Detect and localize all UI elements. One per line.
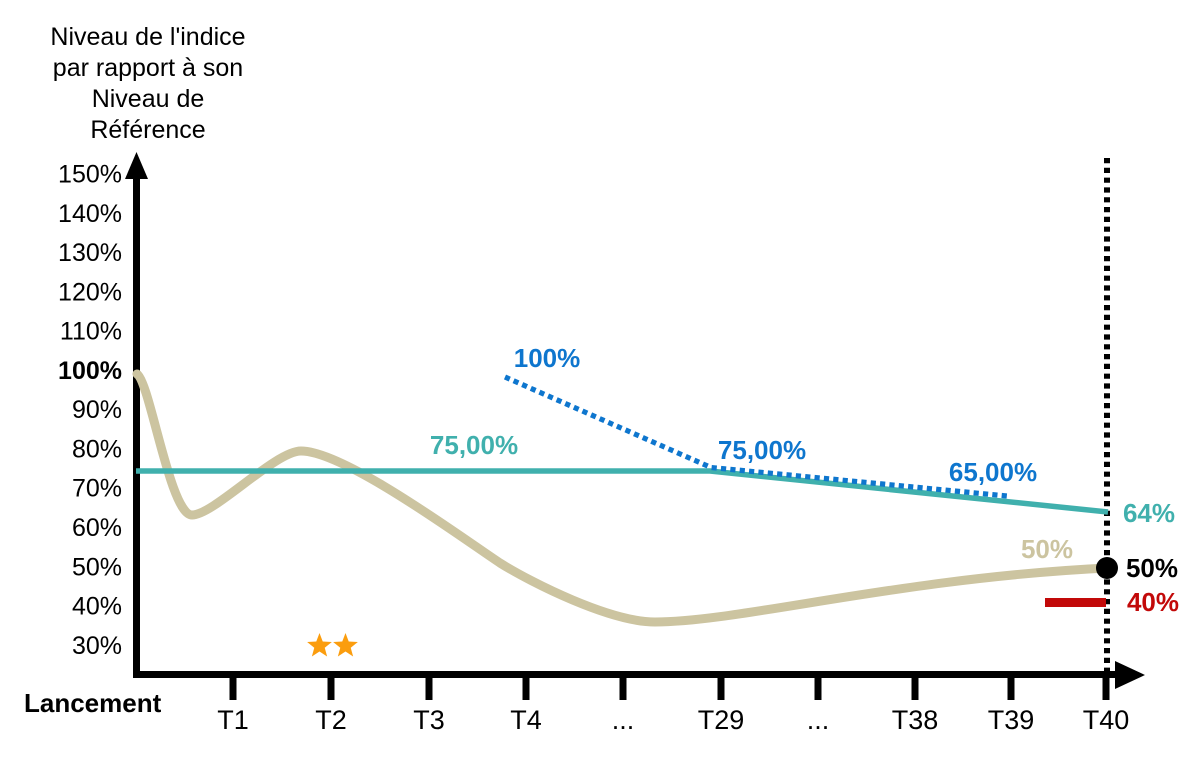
- svg-text:T2: T2: [315, 705, 347, 735]
- svg-text:T40: T40: [1083, 705, 1130, 735]
- svg-text:120%: 120%: [58, 278, 122, 306]
- svg-text:100%: 100%: [58, 357, 122, 385]
- svg-text:...: ...: [807, 705, 830, 735]
- svg-text:110%: 110%: [60, 318, 122, 346]
- svg-text:50%: 50%: [1126, 553, 1178, 583]
- svg-text:T39: T39: [988, 705, 1035, 735]
- svg-text:64%: 64%: [1123, 498, 1175, 528]
- svg-text:50%: 50%: [1021, 534, 1073, 564]
- svg-text:Lancement: Lancement: [24, 688, 162, 718]
- svg-text:T29: T29: [698, 705, 745, 735]
- svg-text:70%: 70%: [72, 475, 122, 503]
- svg-text:Niveau de: Niveau de: [92, 85, 205, 113]
- svg-text:75,00%: 75,00%: [718, 435, 806, 465]
- svg-text:T3: T3: [413, 705, 445, 735]
- svg-text:Niveau de l'indice: Niveau de l'indice: [50, 23, 245, 51]
- svg-text:60%: 60%: [72, 514, 122, 542]
- svg-text:Référence: Référence: [90, 116, 205, 144]
- svg-text:150%: 150%: [58, 161, 122, 189]
- svg-text:par rapport à son: par rapport à son: [53, 54, 243, 82]
- svg-text:T38: T38: [892, 705, 939, 735]
- svg-text:75,00%: 75,00%: [430, 430, 518, 460]
- svg-text:80%: 80%: [72, 436, 122, 464]
- svg-text:100%: 100%: [514, 343, 581, 373]
- svg-text:30%: 30%: [72, 632, 122, 660]
- svg-text:90%: 90%: [72, 396, 122, 424]
- svg-text:130%: 130%: [58, 239, 122, 267]
- svg-text:40%: 40%: [72, 593, 122, 621]
- svg-text:50%: 50%: [72, 553, 122, 581]
- svg-text:...: ...: [612, 705, 635, 735]
- svg-text:65,00%: 65,00%: [949, 457, 1037, 487]
- svg-text:T1: T1: [217, 705, 249, 735]
- svg-text:T4: T4: [510, 705, 542, 735]
- svg-text:40%: 40%: [1127, 587, 1179, 617]
- svg-text:140%: 140%: [58, 200, 122, 228]
